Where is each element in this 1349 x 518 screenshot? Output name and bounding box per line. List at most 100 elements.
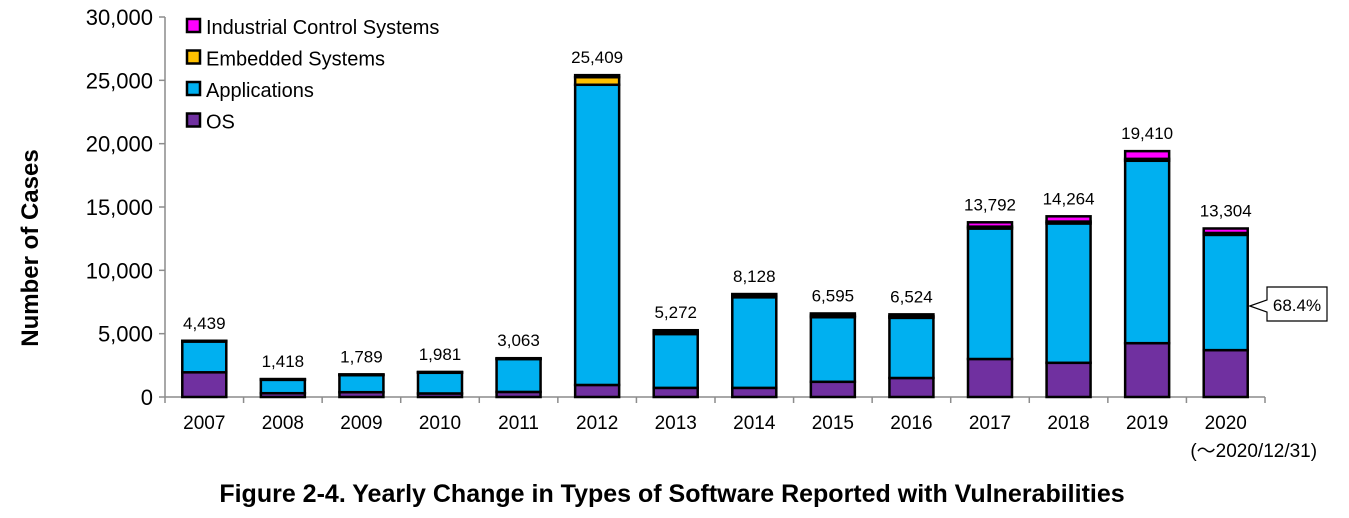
bar-stack-2017: [966, 221, 1014, 399]
bar-stack-2009: [338, 373, 385, 399]
bar-applications-2013: [652, 332, 699, 390]
x-tick-label: 2012: [576, 413, 618, 434]
x-tick-label: 2020: [1205, 413, 1247, 434]
bar-industrial-control-systems-2019: [1123, 149, 1171, 161]
x-axis: 2007 2008 2009 2010 2011 2012 2013 2014 2015 2016…: [164, 397, 1317, 462]
bar-os-2013: [652, 386, 699, 399]
bar-industrial-control-systems-2008: [259, 377, 307, 381]
bar-os-2012: [573, 383, 621, 399]
bar-stack-2020: [1202, 227, 1249, 399]
total-labels: 4,439 1,418 1,789 1,981 3,063 25,409 5,272 8,12…: [183, 48, 1252, 371]
bar-stack-2016: [888, 313, 935, 399]
legend-swatch-applications: [185, 80, 202, 97]
bar-applications-2019: [1123, 159, 1171, 345]
bar-os-2017: [966, 357, 1014, 399]
bar-applications-2008: [259, 378, 307, 395]
bar-industrial-control-systems-2015: [809, 312, 857, 317]
y-tick-label: 25,000: [86, 68, 153, 93]
total-label-2007: 4,439: [183, 314, 226, 333]
annotation-callout: 68.4%: [1247, 286, 1328, 322]
x-tick-label: 2017: [969, 413, 1011, 434]
bar-industrial-control-systems-2014: [731, 292, 778, 297]
bar-os-2014: [731, 386, 778, 399]
bar-industrial-control-systems-2013: [652, 328, 699, 334]
legend-swatch-industrial-control-systems: [185, 17, 202, 34]
bar-industrial-control-systems-2007: [181, 339, 228, 343]
bar-industrial-control-systems-2009: [338, 373, 385, 377]
bar-applications-2016: [888, 316, 935, 380]
bar-os-2018: [1045, 361, 1092, 399]
bar-stack-2008: [259, 377, 307, 399]
bar-industrial-control-systems-2010: [416, 370, 464, 374]
x-tick-label: 2011: [498, 413, 539, 434]
x-tick-label: 2010: [419, 413, 461, 434]
bar-stack-2014: [731, 292, 778, 399]
bar-applications-2010: [416, 371, 464, 395]
y-tick-label: 15,000: [86, 195, 153, 220]
bar-applications-2020: [1202, 233, 1249, 352]
y-tick-label: 30,000: [86, 5, 153, 30]
x-tick-note: (～2020/12/31): [1190, 441, 1317, 462]
y-axis-title: Number of Cases: [17, 149, 44, 346]
bar-industrial-control-systems-2016: [888, 313, 935, 318]
bar-stack-2012: [573, 73, 621, 399]
bars: [181, 73, 1249, 399]
y-tick-label: 10,000: [86, 258, 153, 283]
bar-stack-2007: [181, 339, 228, 399]
x-tick-label: 2016: [890, 413, 932, 434]
total-label-2008: 1,418: [262, 352, 305, 371]
x-tick-label: 2008: [262, 413, 304, 434]
x-tick-label: 2015: [812, 413, 854, 434]
total-label-2015: 6,595: [812, 286, 855, 305]
bar-stack-2019: [1123, 149, 1171, 399]
total-label-2017: 13,792: [964, 195, 1016, 214]
bar-applications-2011: [495, 357, 542, 394]
bar-industrial-control-systems-2011: [495, 356, 542, 360]
bar-applications-2007: [181, 340, 228, 374]
bar-stack-2010: [416, 370, 464, 399]
plot-area: [164, 17, 1265, 398]
x-tick-label: 2013: [655, 413, 697, 434]
bar-industrial-control-systems-2017: [966, 221, 1014, 228]
bar-applications-2009: [338, 373, 385, 394]
bar-os-2016: [888, 376, 935, 399]
bar-applications-2015: [809, 315, 857, 384]
legend-label-os: OS: [206, 112, 235, 134]
bar-applications-2017: [966, 227, 1014, 361]
bar-stack-2018: [1045, 215, 1092, 399]
total-label-2018: 14,264: [1043, 189, 1095, 208]
x-tick-label: 2009: [340, 413, 382, 434]
bar-os-2019: [1123, 341, 1171, 399]
total-label-2014: 8,128: [733, 267, 776, 286]
y-tick-label: 20,000: [86, 132, 153, 157]
bar-stack-2015: [809, 312, 857, 399]
total-label-2020: 13,304: [1200, 201, 1252, 220]
bar-os-2007: [181, 371, 228, 399]
legend: Industrial Control Systems Embedded Syste…: [185, 17, 439, 134]
total-label-2009: 1,789: [340, 347, 383, 366]
legend-label-embedded-systems: Embedded Systems: [206, 49, 385, 71]
annotation-box: [1247, 286, 1328, 322]
total-label-2010: 1,981: [419, 345, 462, 364]
legend-swatch-embedded-systems: [185, 49, 202, 65]
bar-industrial-control-systems-2020: [1202, 227, 1249, 235]
bar-os-2015: [809, 380, 857, 399]
bar-stack-2011: [495, 356, 542, 399]
total-label-2019: 19,410: [1121, 124, 1173, 143]
legend-label-applications: Applications: [206, 80, 314, 102]
legend-label-industrial-control-systems: Industrial Control Systems: [206, 17, 439, 39]
y-axis: 0 5,000 10,000 15,000 20,000 25,000 30,000: [86, 5, 165, 410]
x-tick-label: 2007: [183, 413, 225, 434]
total-label-2011: 3,063: [497, 331, 540, 350]
total-label-2016: 6,524: [890, 287, 933, 306]
x-tick-label: 2018: [1047, 413, 1089, 434]
bar-industrial-control-systems-2018: [1045, 215, 1092, 223]
bar-applications-2014: [731, 296, 778, 390]
bar-applications-2012: [573, 83, 621, 387]
y-tick-label: 5,000: [98, 322, 153, 347]
x-tick-label: 2019: [1126, 413, 1168, 434]
legend-swatch-os: [185, 112, 202, 128]
bar-stack-2013: [652, 328, 699, 399]
total-label-2012: 25,409: [571, 48, 623, 67]
